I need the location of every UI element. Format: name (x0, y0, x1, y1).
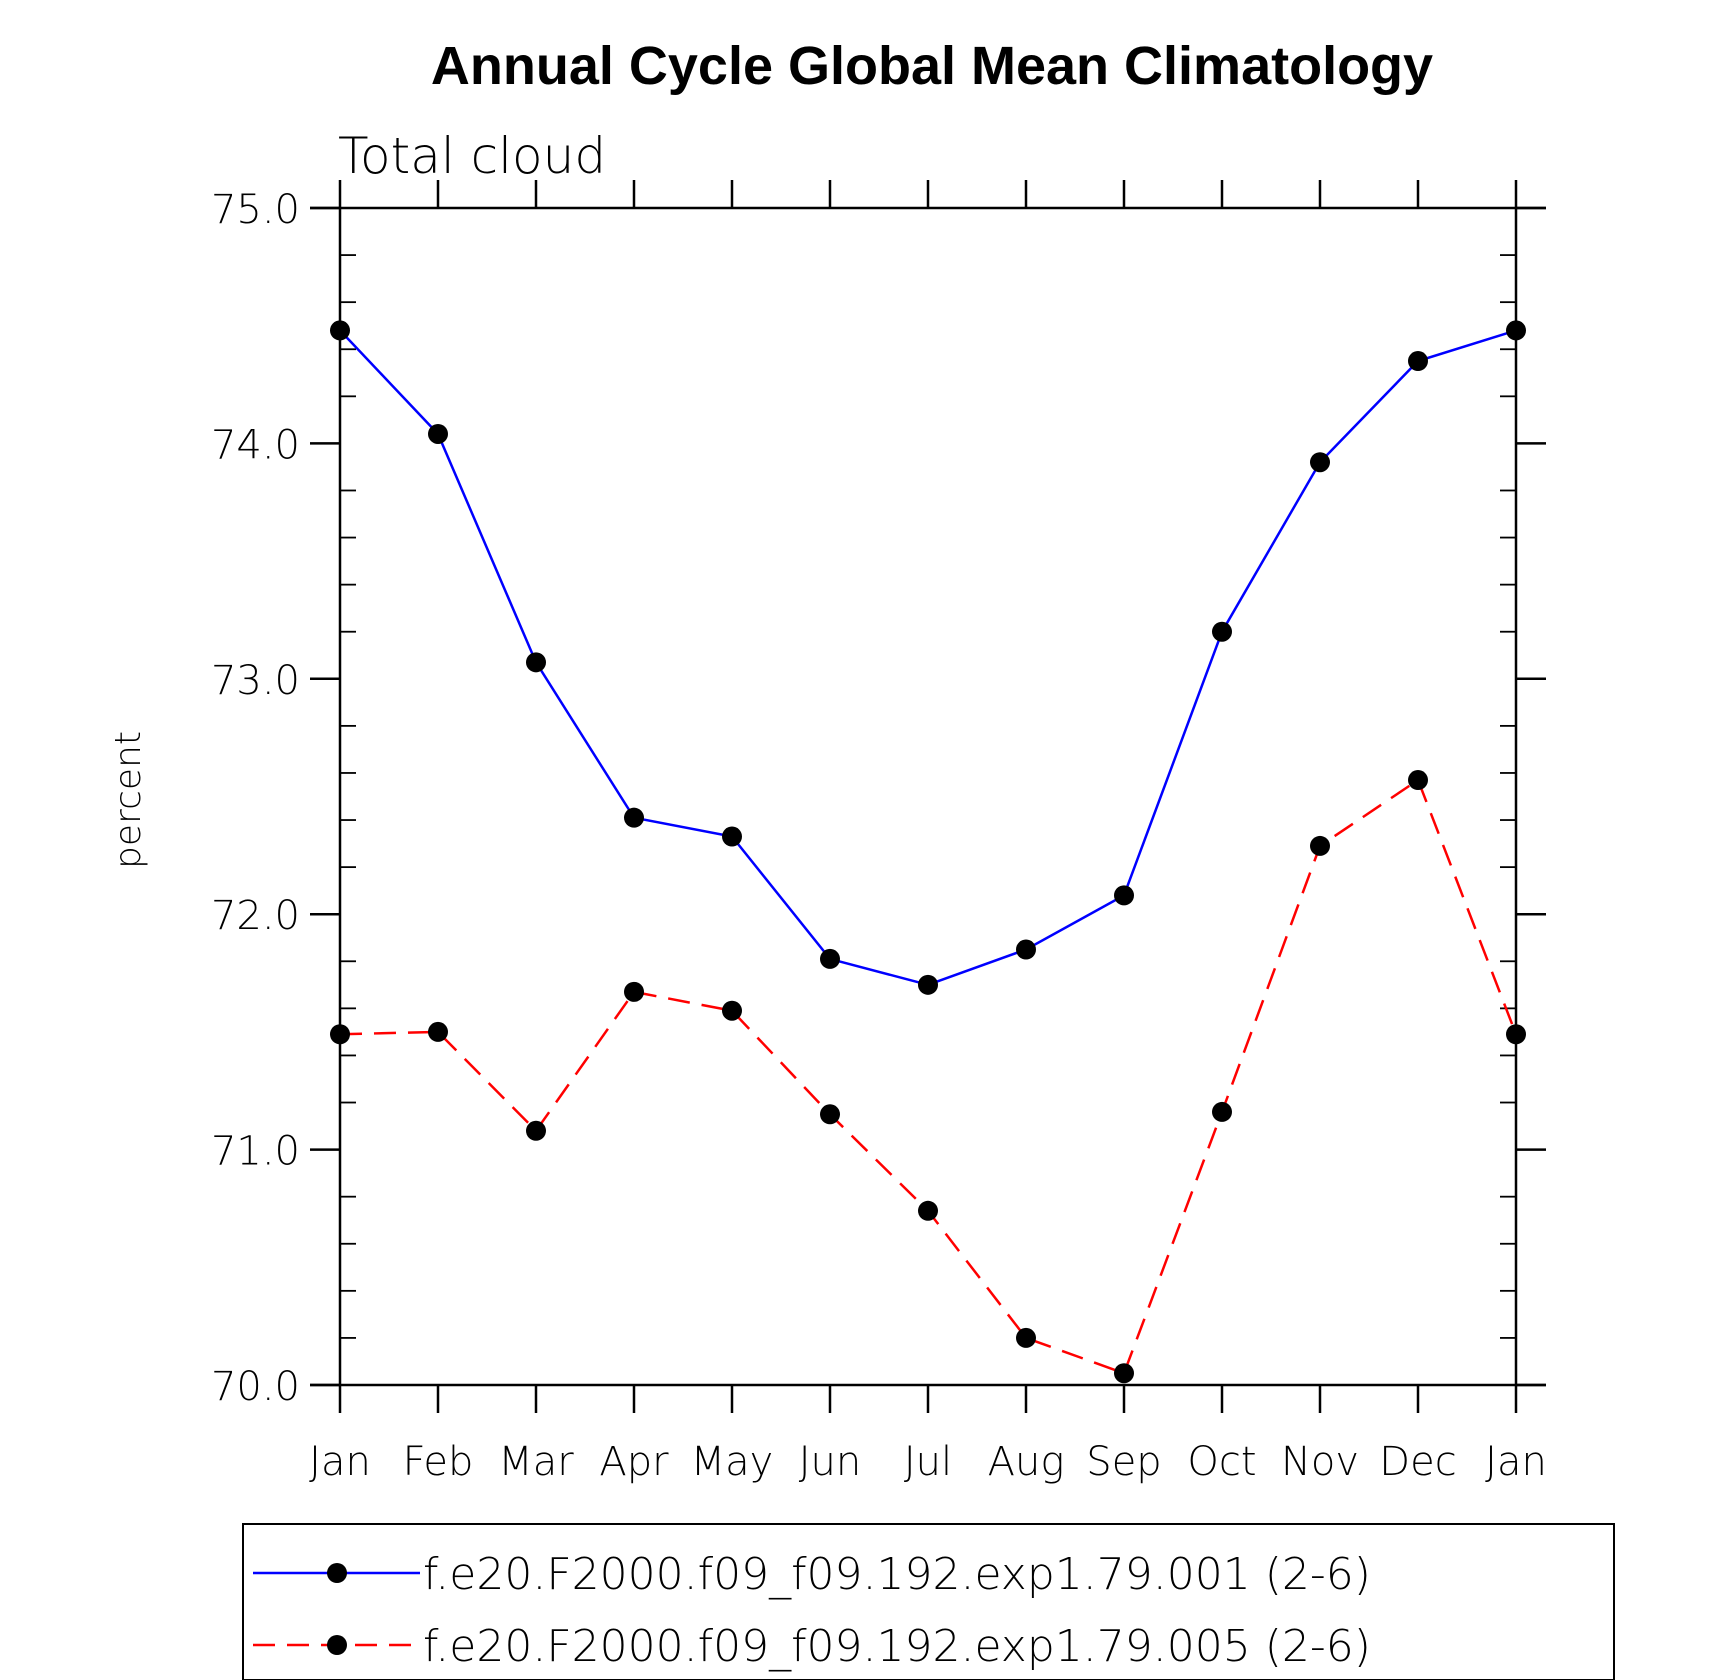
y-tick-label: 70.0 (211, 1364, 300, 1410)
x-tick-label: Dec (1379, 1439, 1456, 1485)
data-point-series-2 (918, 1200, 938, 1221)
legend-box (242, 1523, 1615, 1680)
data-point-series-2 (624, 981, 644, 1002)
x-tick-label: Oct (1187, 1439, 1256, 1485)
data-point-series-1 (428, 423, 448, 444)
x-tick-label: Nov (1281, 1439, 1359, 1485)
data-point-series-2 (1212, 1101, 1232, 1122)
data-point-series-1 (722, 826, 742, 847)
y-tick-label: 72.0 (211, 893, 300, 939)
data-point-series-1 (526, 652, 546, 673)
data-point-series-1 (624, 807, 644, 828)
series-line-2 (339, 778, 1518, 1375)
x-tick-label: Feb (403, 1439, 474, 1485)
data-point-series-1 (1114, 885, 1134, 906)
data-point-series-2 (330, 1024, 350, 1045)
x-tick-label: Aug (988, 1439, 1065, 1485)
y-axis-label: percent (108, 731, 149, 869)
data-point-series-1 (820, 948, 840, 969)
series-layer (330, 320, 1526, 1384)
data-point-series-1 (1408, 351, 1428, 372)
x-tick-label: Apr (599, 1439, 669, 1485)
y-tick-label: 74.0 (211, 422, 300, 468)
x-tick-label: Jun (799, 1439, 862, 1485)
data-point-series-1 (918, 974, 938, 995)
data-point-series-2 (1016, 1327, 1036, 1348)
x-tick-label: Jul (904, 1439, 952, 1485)
data-point-series-1 (1310, 452, 1330, 473)
data-point-series-2 (1506, 1024, 1526, 1045)
chart-subtitle: Total cloud (338, 127, 606, 185)
x-tick-label: Jan (1485, 1439, 1547, 1485)
chart-title: Annual Cycle Global Mean Climatology (431, 36, 1433, 96)
y-tick-label: 71.0 (211, 1129, 300, 1175)
data-point-series-1 (1212, 621, 1232, 642)
x-tick-label: Jan (309, 1439, 371, 1485)
y-axis: 70.0 71.0 72.0 73.0 74.0 75.0 (211, 187, 1546, 1410)
legend: f.e20.F2000.f09_f09.192.exp1.79.001 (2-6… (242, 1523, 1615, 1680)
x-tick-label: Sep (1086, 1439, 1161, 1485)
data-point-series-2 (1310, 835, 1330, 856)
legend-marker-series-2 (327, 1635, 347, 1655)
data-point-series-2 (722, 1000, 742, 1021)
series-line-1 (339, 329, 1517, 987)
data-point-series-2 (428, 1021, 448, 1042)
y-tick-label: 73.0 (211, 658, 300, 704)
legend-marker-series-1 (327, 1563, 347, 1583)
x-axis: Jan Feb Mar Apr May Jun Jul Aug Sep Oct Nov Dec Jan (309, 180, 1547, 1485)
data-point-series-1 (1506, 320, 1526, 341)
data-point-series-1 (330, 320, 350, 341)
legend-label-series-1: f.e20.F2000.f09_f09.192.exp1.79.001 (2-6… (423, 1549, 1371, 1600)
x-tick-label: May (691, 1439, 774, 1485)
data-point-series-2 (1114, 1363, 1134, 1384)
legend-label-series-2: f.e20.F2000.f09_f09.192.exp1.79.005 (2-6… (423, 1621, 1371, 1672)
data-point-series-2 (820, 1104, 840, 1125)
y-tick-label: 75.0 (211, 187, 300, 233)
data-point-series-1 (1016, 939, 1036, 960)
data-point-series-2 (1408, 770, 1428, 791)
x-tick-label: Mar (498, 1439, 574, 1485)
data-point-series-2 (526, 1120, 546, 1141)
